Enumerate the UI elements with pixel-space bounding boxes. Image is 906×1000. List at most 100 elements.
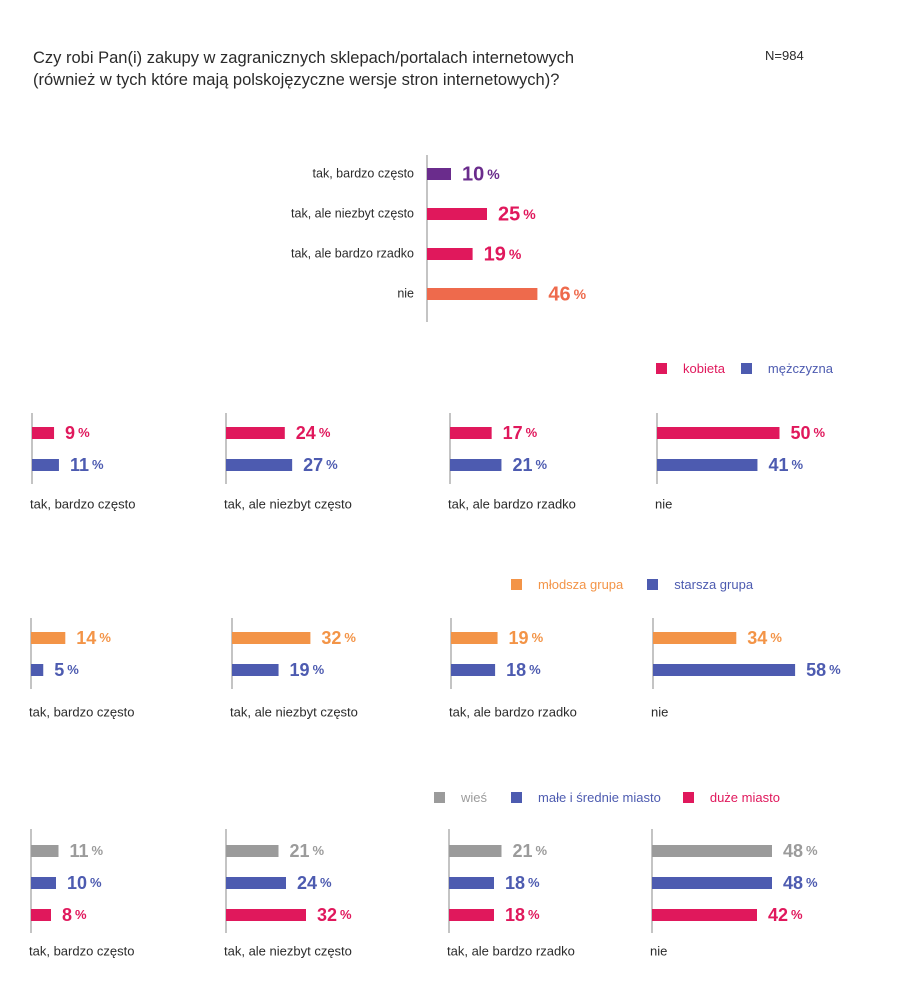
panel-label: nie (651, 704, 668, 719)
bar (226, 877, 286, 889)
legend-item: małe i średnie miasto (511, 790, 661, 805)
bar (652, 845, 772, 857)
category-label: tak, ale niezbyt często (291, 206, 414, 220)
bar (450, 459, 502, 471)
data-label: 8% (62, 905, 87, 925)
data-label: 11% (70, 455, 104, 475)
data-label: 25% (498, 203, 536, 225)
data-label: 5% (54, 660, 79, 680)
data-label: 14% (76, 628, 111, 648)
legend-swatch (682, 792, 694, 803)
bar (31, 845, 59, 857)
bar (449, 877, 494, 889)
legend-label: starsza grupa (674, 577, 754, 592)
legend-item: kobieta (656, 361, 725, 376)
legend-item: wieś (434, 790, 487, 805)
legend-place: wieś małe i średnie miasto duże miasto (434, 790, 780, 805)
panel-label: nie (655, 496, 672, 511)
data-label: 21% (512, 455, 547, 475)
bar (31, 664, 44, 676)
panel-label: tak, bardzo często (30, 496, 136, 511)
panel-label: tak, ale bardzo rzadko (449, 704, 577, 719)
legend-swatch (740, 363, 752, 374)
panel-label: tak, ale bardzo rzadko (447, 943, 575, 958)
legend-swatch (434, 792, 445, 803)
bar (652, 909, 757, 921)
data-label: 18% (506, 660, 541, 680)
data-label: 46% (548, 283, 586, 305)
data-label: 27% (303, 455, 338, 475)
data-label: 9% (65, 423, 90, 443)
legend-swatch (511, 579, 522, 590)
data-label: 58% (806, 660, 841, 680)
legend-label: wieś (461, 790, 488, 805)
data-label: 41% (768, 455, 803, 475)
data-label: 34% (747, 628, 782, 648)
data-label: 10% (462, 163, 500, 185)
data-label: 24% (297, 873, 332, 893)
bar (427, 208, 487, 220)
legend-swatch (656, 363, 667, 374)
bar (657, 459, 758, 471)
bar (652, 877, 772, 889)
chart-title-line-1: Czy robi Pan(i) zakupy w zagranicznych s… (33, 49, 575, 67)
chart-title: Czy robi Pan(i) zakupy w zagranicznych s… (33, 47, 723, 91)
legend-gender: kobieta mężczyzna (656, 361, 833, 376)
legend-item: duże miasto (682, 790, 780, 805)
bar (427, 288, 538, 300)
legend-label: mężczyzna (767, 361, 833, 376)
legend-label: małe i średnie miasto (538, 790, 661, 805)
bar (232, 632, 311, 644)
data-label: 24% (296, 423, 331, 443)
data-label: 32% (321, 628, 356, 648)
data-label: 21% (513, 841, 548, 861)
data-label: 50% (791, 423, 826, 443)
legend-swatch (647, 579, 659, 590)
legend-item: starsza grupa (647, 577, 753, 592)
legend-label: młodsza grupa (538, 577, 624, 592)
bar (657, 427, 780, 439)
sample-size-label: N=984 (765, 48, 804, 63)
data-label: 11% (70, 841, 104, 861)
bar (226, 909, 306, 921)
bar (450, 427, 492, 439)
data-label: 19% (290, 660, 325, 680)
bar (427, 168, 451, 180)
data-label: 48% (783, 873, 818, 893)
panel-label: nie (650, 943, 667, 958)
data-label: 19% (509, 628, 544, 648)
panel-label: tak, bardzo często (29, 704, 135, 719)
data-label: 42% (768, 905, 803, 925)
bar (653, 664, 796, 676)
data-label: 18% (505, 873, 540, 893)
panel-label: tak, ale niezbyt często (224, 496, 352, 511)
category-label: tak, bardzo często (313, 166, 414, 180)
data-label: 19% (484, 243, 522, 265)
bar (226, 459, 293, 471)
panel-label: tak, ale niezbyt często (230, 704, 358, 719)
legend-label: duże miasto (709, 790, 780, 805)
panel-label: tak, ale niezbyt często (224, 943, 352, 958)
bar (226, 427, 285, 439)
category-label: nie (397, 286, 414, 300)
bar (31, 909, 51, 921)
data-label: 17% (503, 423, 538, 443)
data-label: 21% (290, 841, 325, 861)
legend-item: mężczyzna (740, 361, 833, 376)
legend-item: młodsza grupa (511, 577, 623, 592)
category-label: tak, ale bardzo rzadko (291, 246, 414, 260)
data-label: 48% (783, 841, 818, 861)
bar (451, 632, 498, 644)
legend-age: młodsza grupa starsza grupa (511, 577, 753, 592)
legend-label: kobieta (683, 361, 725, 376)
bar (31, 877, 56, 889)
bar (449, 845, 502, 857)
bar (451, 664, 496, 676)
bar (449, 909, 494, 921)
bar (653, 632, 737, 644)
panel-label: tak, bardzo często (29, 943, 135, 958)
bar (427, 248, 473, 260)
bar (32, 427, 55, 439)
bar (32, 459, 59, 471)
